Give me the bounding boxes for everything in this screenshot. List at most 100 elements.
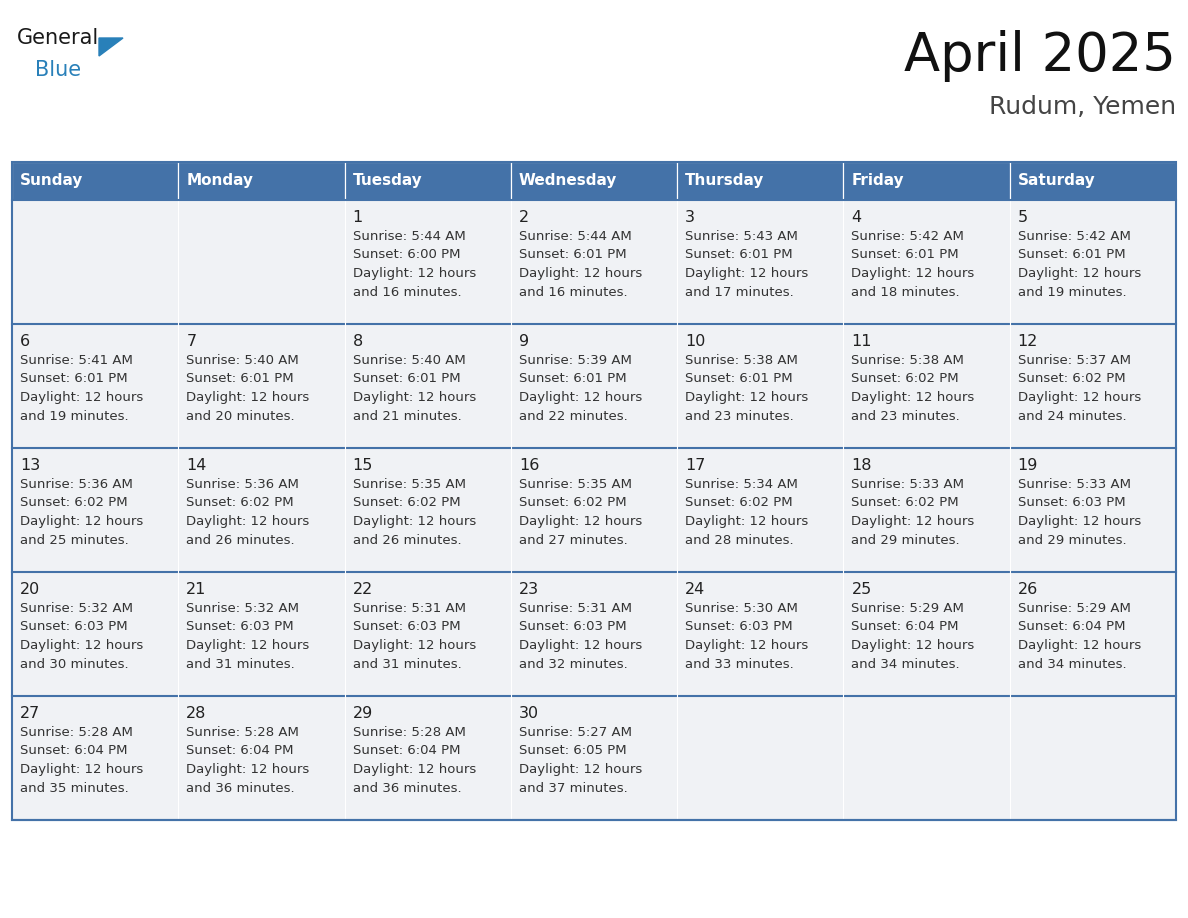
Bar — [12, 162, 1176, 820]
Text: and 16 minutes.: and 16 minutes. — [353, 285, 461, 298]
Text: Sunset: 6:02 PM: Sunset: 6:02 PM — [519, 497, 626, 509]
Text: Daylight: 12 hours: Daylight: 12 hours — [1018, 391, 1140, 404]
Text: Sunrise: 5:31 AM: Sunrise: 5:31 AM — [353, 602, 466, 615]
Text: Sunrise: 5:36 AM: Sunrise: 5:36 AM — [20, 478, 133, 491]
Text: 14: 14 — [187, 458, 207, 473]
Bar — [843, 162, 1010, 200]
Bar — [178, 572, 345, 696]
Text: Daylight: 12 hours: Daylight: 12 hours — [685, 267, 808, 280]
Bar — [511, 162, 677, 200]
Text: Sunset: 6:01 PM: Sunset: 6:01 PM — [852, 249, 959, 262]
Text: and 23 minutes.: and 23 minutes. — [852, 409, 960, 422]
Text: 6: 6 — [20, 334, 30, 349]
Text: Daylight: 12 hours: Daylight: 12 hours — [685, 639, 808, 652]
Bar — [843, 448, 1010, 572]
Polygon shape — [99, 38, 124, 56]
Bar — [12, 572, 178, 696]
Text: Sunrise: 5:32 AM: Sunrise: 5:32 AM — [187, 602, 299, 615]
Text: Sunrise: 5:37 AM: Sunrise: 5:37 AM — [1018, 354, 1131, 367]
Text: Daylight: 12 hours: Daylight: 12 hours — [685, 515, 808, 528]
Bar — [12, 200, 178, 324]
Text: Monday: Monday — [187, 174, 253, 188]
Text: and 29 minutes.: and 29 minutes. — [1018, 533, 1126, 546]
Text: Sunrise: 5:44 AM: Sunrise: 5:44 AM — [353, 230, 466, 243]
Text: Sunset: 6:01 PM: Sunset: 6:01 PM — [519, 249, 626, 262]
Bar — [1010, 448, 1176, 572]
Text: General: General — [17, 28, 100, 48]
Text: Daylight: 12 hours: Daylight: 12 hours — [685, 391, 808, 404]
Text: 26: 26 — [1018, 582, 1038, 597]
Text: Daylight: 12 hours: Daylight: 12 hours — [519, 391, 642, 404]
Bar — [12, 696, 178, 820]
Text: 18: 18 — [852, 458, 872, 473]
Text: 21: 21 — [187, 582, 207, 597]
Text: and 25 minutes.: and 25 minutes. — [20, 533, 128, 546]
Text: 13: 13 — [20, 458, 40, 473]
Bar — [677, 162, 843, 200]
Text: Sunset: 6:02 PM: Sunset: 6:02 PM — [187, 497, 293, 509]
Text: Sunset: 6:03 PM: Sunset: 6:03 PM — [519, 621, 626, 633]
Text: 8: 8 — [353, 334, 362, 349]
Text: Blue: Blue — [34, 60, 81, 80]
Text: and 16 minutes.: and 16 minutes. — [519, 285, 627, 298]
Text: 24: 24 — [685, 582, 706, 597]
Text: Sunrise: 5:40 AM: Sunrise: 5:40 AM — [353, 354, 466, 367]
Text: Sunset: 6:01 PM: Sunset: 6:01 PM — [1018, 249, 1125, 262]
Text: Sunset: 6:03 PM: Sunset: 6:03 PM — [1018, 497, 1125, 509]
Text: Daylight: 12 hours: Daylight: 12 hours — [353, 391, 476, 404]
Bar — [511, 696, 677, 820]
Text: Tuesday: Tuesday — [353, 174, 422, 188]
Bar — [345, 696, 511, 820]
Text: and 36 minutes.: and 36 minutes. — [187, 781, 295, 794]
Bar — [178, 324, 345, 448]
Text: Sunrise: 5:28 AM: Sunrise: 5:28 AM — [187, 726, 299, 739]
Text: 20: 20 — [20, 582, 40, 597]
Text: 9: 9 — [519, 334, 529, 349]
Text: Sunrise: 5:31 AM: Sunrise: 5:31 AM — [519, 602, 632, 615]
Text: 29: 29 — [353, 706, 373, 721]
Bar — [1010, 324, 1176, 448]
Text: 15: 15 — [353, 458, 373, 473]
Text: Sunrise: 5:32 AM: Sunrise: 5:32 AM — [20, 602, 133, 615]
Text: Daylight: 12 hours: Daylight: 12 hours — [353, 267, 476, 280]
Text: Sunset: 6:02 PM: Sunset: 6:02 PM — [852, 497, 959, 509]
Bar — [1010, 572, 1176, 696]
Text: Sunrise: 5:42 AM: Sunrise: 5:42 AM — [1018, 230, 1131, 243]
Text: Sunset: 6:03 PM: Sunset: 6:03 PM — [187, 621, 293, 633]
Text: Sunset: 6:01 PM: Sunset: 6:01 PM — [20, 373, 127, 386]
Bar — [843, 200, 1010, 324]
Text: and 37 minutes.: and 37 minutes. — [519, 781, 627, 794]
Bar — [677, 324, 843, 448]
Text: Sunrise: 5:35 AM: Sunrise: 5:35 AM — [353, 478, 466, 491]
Text: Daylight: 12 hours: Daylight: 12 hours — [187, 763, 310, 776]
Text: 17: 17 — [685, 458, 706, 473]
Text: Sunrise: 5:33 AM: Sunrise: 5:33 AM — [852, 478, 965, 491]
Bar — [12, 324, 178, 448]
Text: Sunrise: 5:44 AM: Sunrise: 5:44 AM — [519, 230, 632, 243]
Text: Daylight: 12 hours: Daylight: 12 hours — [1018, 267, 1140, 280]
Text: Daylight: 12 hours: Daylight: 12 hours — [353, 763, 476, 776]
Text: and 30 minutes.: and 30 minutes. — [20, 657, 128, 670]
Text: 28: 28 — [187, 706, 207, 721]
Text: Sunset: 6:01 PM: Sunset: 6:01 PM — [685, 373, 792, 386]
Bar — [677, 696, 843, 820]
Text: 25: 25 — [852, 582, 872, 597]
Text: Daylight: 12 hours: Daylight: 12 hours — [519, 763, 642, 776]
Bar — [178, 200, 345, 324]
Text: Sunrise: 5:29 AM: Sunrise: 5:29 AM — [852, 602, 965, 615]
Text: and 28 minutes.: and 28 minutes. — [685, 533, 794, 546]
Text: Sunset: 6:00 PM: Sunset: 6:00 PM — [353, 249, 460, 262]
Bar — [345, 162, 511, 200]
Text: and 36 minutes.: and 36 minutes. — [353, 781, 461, 794]
Text: and 34 minutes.: and 34 minutes. — [852, 657, 960, 670]
Text: Daylight: 12 hours: Daylight: 12 hours — [187, 639, 310, 652]
Text: Sunrise: 5:40 AM: Sunrise: 5:40 AM — [187, 354, 299, 367]
Text: 5: 5 — [1018, 210, 1028, 225]
Text: and 20 minutes.: and 20 minutes. — [187, 409, 295, 422]
Text: and 33 minutes.: and 33 minutes. — [685, 657, 794, 670]
Text: Sunset: 6:01 PM: Sunset: 6:01 PM — [685, 249, 792, 262]
Bar — [511, 324, 677, 448]
Text: Sunset: 6:04 PM: Sunset: 6:04 PM — [20, 744, 127, 757]
Text: Sunrise: 5:43 AM: Sunrise: 5:43 AM — [685, 230, 798, 243]
Text: Daylight: 12 hours: Daylight: 12 hours — [20, 391, 144, 404]
